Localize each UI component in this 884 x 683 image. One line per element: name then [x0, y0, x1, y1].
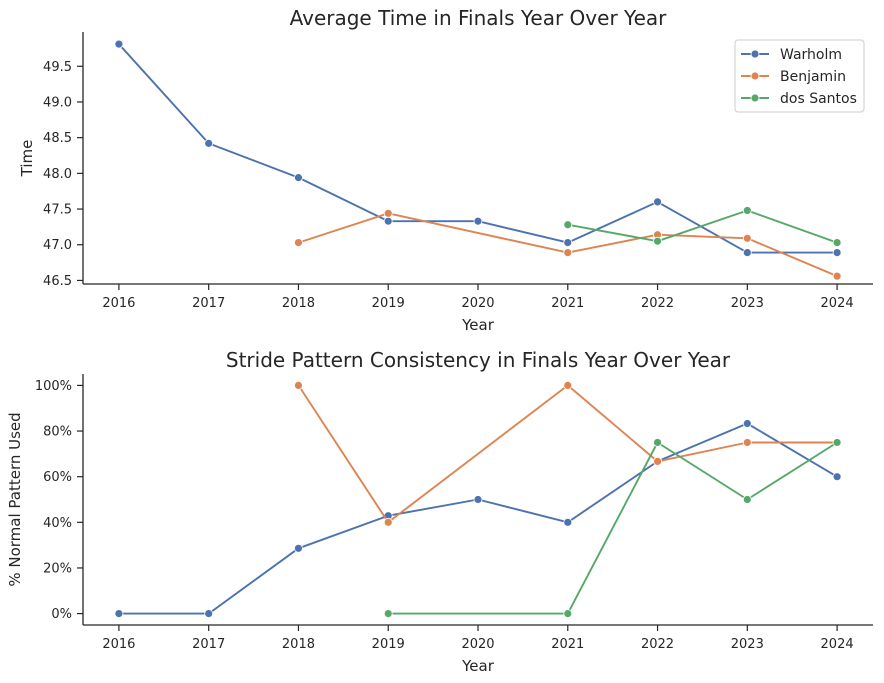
x-tick-label: 2023 [731, 637, 764, 652]
legend-marker [750, 93, 760, 103]
y-tick-label: 47.0 [43, 238, 72, 253]
data-point [653, 197, 662, 207]
data-point [114, 39, 124, 49]
data-point [294, 238, 303, 247]
x-tick-label: 2016 [102, 637, 135, 652]
y-tick-label: 49.5 [43, 60, 72, 75]
x-tick-label: 2016 [102, 296, 135, 311]
x-tick-label: 2019 [372, 637, 405, 652]
series-warholm [114, 419, 842, 618]
data-point [742, 248, 752, 257]
data-point [563, 238, 573, 247]
data-point [563, 517, 573, 527]
y-axis-label: % Normal Pattern Used [6, 412, 24, 586]
data-point [653, 438, 662, 447]
data-point [114, 609, 124, 618]
data-point [742, 233, 752, 243]
chart-2: Stride Pattern Consistency in Finals Yea… [6, 348, 873, 675]
x-tick-label: 2020 [461, 637, 494, 652]
series-line [298, 212, 838, 277]
y-tick-label: 48.0 [43, 167, 72, 182]
data-point [563, 220, 573, 230]
data-point [383, 208, 393, 218]
data-point [204, 609, 214, 618]
chart-title: Stride Pattern Consistency in Finals Yea… [226, 348, 731, 372]
y-tick-label: 60% [43, 470, 72, 485]
legend: Warholm Benjamin dos Santos [734, 39, 865, 113]
series-line [297, 384, 838, 524]
x-tick-label: 2017 [192, 637, 225, 652]
x-tick-label: 2022 [641, 296, 674, 311]
legend-marker [750, 71, 760, 81]
x-axis-label: Year [461, 657, 495, 675]
chart-title: Average Time in Finals Year Over Year [290, 6, 668, 30]
data-point [832, 472, 842, 482]
series-line [567, 209, 838, 244]
data-point [383, 609, 393, 618]
data-point [742, 495, 752, 504]
x-tick-label: 2020 [461, 296, 494, 311]
data-point [563, 609, 573, 618]
y-tick-label: 49.0 [43, 95, 72, 110]
data-point [832, 238, 842, 247]
x-tick-label: 2017 [192, 296, 225, 311]
legend-item-benjamin: Benjamin [741, 69, 846, 85]
data-point [742, 206, 752, 215]
x-tick-label: 2023 [731, 296, 764, 311]
legend-label: Benjamin [780, 69, 846, 85]
data-point [563, 381, 573, 390]
y-tick-label: 20% [43, 561, 72, 576]
y-tick-label: 0% [51, 607, 72, 622]
legend-label: dos Santos [780, 91, 857, 107]
data-point [294, 543, 303, 553]
data-point [653, 236, 662, 246]
series-dos-santos [383, 438, 842, 618]
x-tick-label: 2021 [551, 296, 584, 311]
data-point [832, 248, 842, 257]
data-point [294, 381, 303, 390]
x-tick-label: 2018 [282, 296, 315, 311]
x-tick-label: 2022 [641, 637, 674, 652]
x-tick-label: 2021 [551, 637, 584, 652]
chart-1: Average Time in Finals Year Over Year 201… [18, 6, 873, 334]
series-dos-santos [563, 206, 842, 247]
legend-marker [750, 49, 760, 59]
series-benjamin [294, 381, 842, 527]
y-tick-label: 80% [43, 425, 72, 440]
data-point [742, 419, 752, 428]
y-tick-label: 100% [35, 379, 72, 394]
legend-label: Warholm [780, 47, 842, 63]
data-point [473, 495, 483, 504]
data-point [832, 271, 842, 281]
y-tick-label: 40% [43, 516, 72, 531]
series-line [118, 422, 838, 615]
data-point [383, 216, 393, 226]
data-point [832, 438, 842, 447]
series-line [388, 441, 838, 615]
data-point [653, 456, 662, 466]
x-tick-label: 2024 [821, 637, 854, 652]
x-tick-label: 2024 [821, 296, 854, 311]
data-point [294, 173, 303, 183]
y-tick-label: 48.5 [43, 131, 72, 146]
y-tick-label: 46.5 [43, 274, 72, 289]
data-point [742, 438, 752, 447]
data-point [204, 138, 214, 148]
series-warholm [114, 39, 842, 257]
data-point [383, 517, 393, 527]
data-point [473, 216, 483, 226]
legend-box [734, 39, 865, 113]
y-axis-label: Time [18, 140, 36, 178]
x-tick-label: 2019 [372, 296, 405, 311]
x-axis-label: Year [461, 316, 495, 334]
x-tick-label: 2018 [282, 637, 315, 652]
data-point [563, 248, 573, 257]
series-benjamin [294, 208, 842, 281]
y-tick-label: 47.5 [43, 203, 72, 218]
legend-item-warholm: Warholm [741, 47, 842, 63]
legend-item-dos-santos: dos Santos [741, 91, 857, 107]
